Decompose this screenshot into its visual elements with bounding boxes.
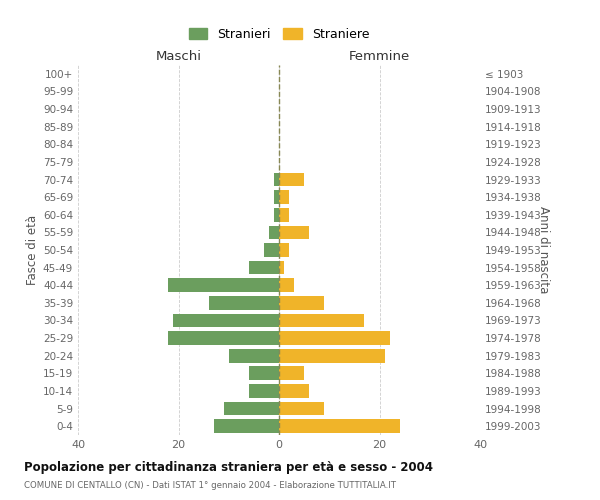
Bar xyxy=(214,420,279,433)
Bar xyxy=(173,314,279,328)
Text: Popolazione per cittadinanza straniera per età e sesso - 2004: Popolazione per cittadinanza straniera p… xyxy=(24,462,433,474)
Bar xyxy=(279,278,294,292)
Bar xyxy=(274,208,279,222)
Bar xyxy=(279,349,385,362)
Bar xyxy=(264,243,279,257)
Bar xyxy=(169,278,279,292)
Bar xyxy=(279,314,364,328)
Legend: Stranieri, Straniere: Stranieri, Straniere xyxy=(184,23,374,46)
Bar xyxy=(279,384,309,398)
Y-axis label: Fasce di età: Fasce di età xyxy=(26,215,39,285)
Bar xyxy=(249,260,279,274)
Bar xyxy=(269,226,279,239)
Bar xyxy=(279,420,400,433)
Bar xyxy=(279,331,389,345)
Bar xyxy=(279,296,324,310)
Text: COMUNE DI CENTALLO (CN) - Dati ISTAT 1° gennaio 2004 - Elaborazione TUTTITALIA.I: COMUNE DI CENTALLO (CN) - Dati ISTAT 1° … xyxy=(24,481,396,490)
Text: Femmine: Femmine xyxy=(349,50,410,63)
Bar xyxy=(249,366,279,380)
Y-axis label: Anni di nascita: Anni di nascita xyxy=(537,206,550,294)
Bar xyxy=(279,260,284,274)
Bar xyxy=(279,366,304,380)
Bar xyxy=(224,402,279,415)
Bar xyxy=(279,208,289,222)
Bar xyxy=(209,296,279,310)
Bar xyxy=(249,384,279,398)
Bar xyxy=(274,172,279,186)
Bar xyxy=(229,349,279,362)
Bar xyxy=(279,226,309,239)
Bar xyxy=(279,190,289,204)
Text: Maschi: Maschi xyxy=(155,50,202,63)
Bar xyxy=(279,172,304,186)
Bar xyxy=(279,243,289,257)
Bar xyxy=(274,190,279,204)
Bar xyxy=(279,402,324,415)
Bar xyxy=(169,331,279,345)
